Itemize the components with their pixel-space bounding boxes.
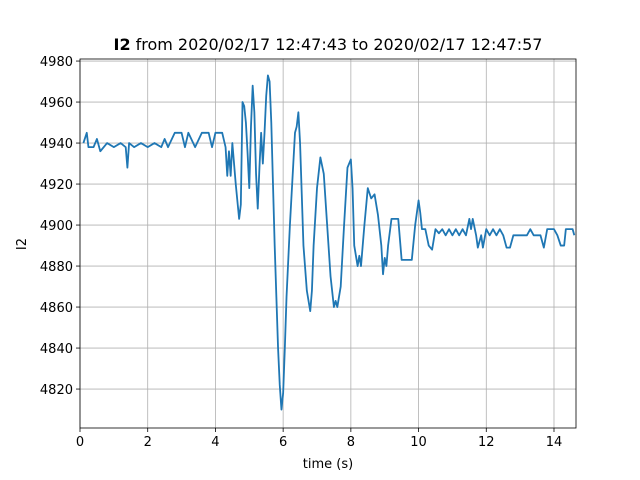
y-tick-label: 4900 [40,219,73,234]
y-tick-label: 4820 [40,383,73,398]
y-tick-label: 4920 [40,178,73,193]
x-tick-label: 12 [478,435,495,450]
chart-title: I2 from 2020/02/17 12:47:43 to 2020/02/17… [114,35,543,54]
y-tick-label: 4840 [40,342,73,357]
y-axis-label: I2 [15,238,30,250]
x-tick-label: 8 [347,435,355,450]
title-bold: I2 [114,35,131,54]
y-tick-label: 4880 [40,260,73,275]
title-text: from 2020/02/17 12:47:43 to 2020/02/17 1… [136,35,543,54]
data-line [82,74,576,411]
plot-frame [79,58,577,429]
y-tick-label: 4960 [40,96,73,111]
x-tick-label: 10 [410,435,427,450]
x-tick-label: 6 [279,435,287,450]
x-axis-label: time (s) [303,457,353,472]
x-tick-label: 0 [76,435,84,450]
y-tick-label: 4860 [40,301,73,316]
y-tick-label: 4980 [40,55,73,70]
x-tick-label: 14 [546,435,563,450]
x-tick-label: 2 [144,435,152,450]
x-tick-label: 4 [211,435,219,450]
y-tick-label: 4940 [40,137,73,152]
